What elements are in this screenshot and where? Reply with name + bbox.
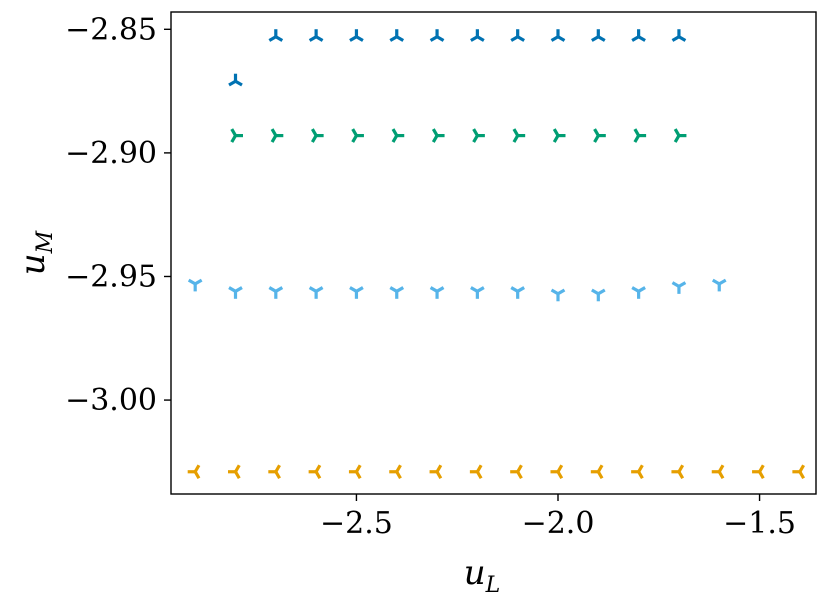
data-point-series-4 [590, 464, 604, 480]
data-point-series-1 [228, 73, 243, 87]
data-point-series-2 [512, 128, 526, 143]
y-tick-label: −2.95 [65, 259, 157, 294]
data-point-series-4 [389, 464, 402, 480]
data-point-series-3 [711, 278, 727, 292]
x-tick-label: −1.5 [723, 506, 796, 541]
data-point-series-2 [472, 128, 485, 143]
y-tick-label: −2.90 [65, 136, 157, 171]
data-point-series-2 [270, 128, 284, 143]
data-point-series-4 [711, 464, 725, 480]
data-point-series-3 [268, 286, 284, 299]
data-point-series-4 [348, 464, 362, 480]
data-point-series-2 [593, 128, 606, 143]
data-point-series-2 [310, 128, 324, 143]
data-point-series-3 [187, 278, 203, 292]
data-point-series-1 [389, 29, 405, 42]
data-point-series-3 [389, 286, 405, 299]
x-axis-ticks: −2.5 −2.0 −1.5 [320, 494, 796, 541]
data-point-series-4 [308, 464, 322, 480]
data-point-series-1 [268, 29, 284, 42]
data-point-series-2 [391, 128, 405, 143]
x-axis-label-main: u [464, 553, 486, 593]
data-markers [187, 29, 806, 480]
x-tick-label: −2.5 [320, 506, 393, 541]
data-point-series-1 [671, 29, 687, 42]
data-point-series-1 [349, 29, 364, 42]
data-point-series-1 [308, 29, 324, 42]
x-tick-label: −2.0 [522, 506, 595, 541]
data-point-series-4 [228, 464, 241, 480]
data-point-series-3 [591, 288, 606, 302]
data-point-series-1 [470, 29, 485, 42]
y-axis-ticks: −2.85 −2.90 −2.95 −3.00 [65, 12, 171, 418]
data-point-series-3 [470, 286, 485, 299]
data-point-series-4 [752, 464, 765, 480]
data-point-series-4 [510, 464, 523, 480]
y-tick-label: −3.00 [65, 383, 157, 418]
data-point-series-4 [631, 464, 644, 480]
data-point-series-1 [510, 29, 525, 42]
y-axis-label: uM [13, 230, 58, 275]
data-point-series-4 [792, 464, 806, 480]
data-point-series-3 [349, 286, 364, 299]
data-point-series-3 [228, 286, 243, 299]
data-point-series-2 [431, 128, 445, 143]
data-point-series-1 [631, 29, 646, 42]
data-point-series-1 [429, 29, 445, 42]
data-point-series-4 [671, 464, 685, 480]
data-point-series-1 [550, 29, 566, 42]
data-point-series-3 [631, 286, 646, 299]
data-point-series-4 [429, 464, 443, 480]
data-point-series-4 [187, 464, 201, 480]
data-point-series-3 [510, 286, 525, 299]
data-point-series-3 [550, 288, 566, 302]
x-axis-label-subscript: L [485, 573, 501, 598]
data-point-series-2 [633, 128, 647, 143]
data-point-series-2 [230, 128, 243, 143]
plot-area [170, 11, 817, 495]
data-point-series-2 [351, 128, 364, 143]
data-point-series-1 [591, 29, 606, 42]
x-axis-label: uL [464, 553, 501, 598]
data-point-series-2 [552, 128, 566, 143]
data-point-series-3 [671, 281, 687, 294]
data-point-series-3 [308, 286, 324, 299]
y-axis-label-main: u [13, 253, 53, 275]
y-axis-label-subscript: M [33, 230, 58, 254]
data-point-series-3 [429, 286, 445, 299]
data-point-series-2 [673, 128, 687, 143]
y-tick-label: −2.85 [65, 12, 157, 47]
data-point-series-4 [268, 464, 281, 480]
data-point-series-4 [550, 464, 564, 480]
data-point-series-4 [469, 464, 483, 480]
